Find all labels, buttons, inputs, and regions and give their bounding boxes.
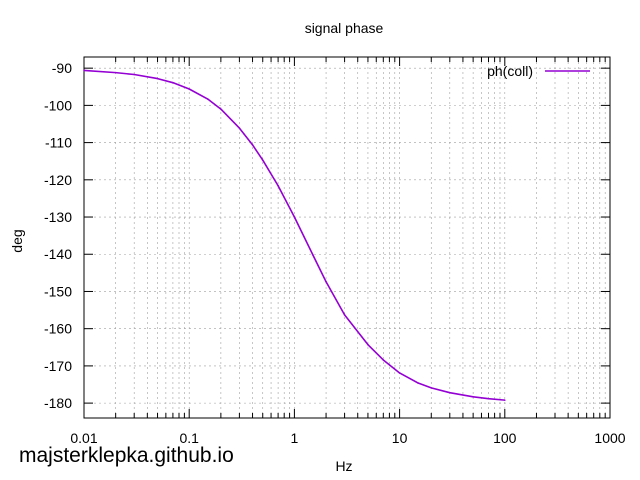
data-point bbox=[133, 73, 135, 76]
data-point bbox=[430, 387, 433, 389]
data-point bbox=[156, 77, 159, 80]
y-tick-label: -160 bbox=[44, 321, 72, 337]
y-tick-label: -90 bbox=[52, 60, 72, 76]
y-tick-label: -170 bbox=[44, 358, 72, 374]
tick-marks bbox=[84, 57, 610, 418]
series-line bbox=[83, 69, 505, 401]
legend: ph(coll) bbox=[487, 63, 590, 79]
y-tick-labels: -90 -100 -110 -120 -130 -140 -150 -160 -170 -180 bbox=[44, 60, 72, 411]
y-tick-label: -130 bbox=[44, 209, 72, 225]
x-tick-label: 10 bbox=[392, 430, 408, 446]
data-point bbox=[312, 254, 314, 256]
data-point bbox=[504, 399, 506, 401]
data-point bbox=[277, 184, 279, 187]
data-point bbox=[382, 359, 385, 361]
y-tick-label: -110 bbox=[45, 135, 72, 151]
plot-border bbox=[83, 56, 611, 419]
data-point bbox=[367, 343, 369, 346]
watermark-text: majsterklepka.github.io bbox=[19, 444, 234, 467]
x-tick-label: 0.01 bbox=[70, 430, 97, 446]
x-tick-label: 1 bbox=[291, 430, 299, 446]
data-point bbox=[206, 98, 209, 100]
data-point bbox=[83, 69, 85, 72]
x-axis-label: Hz bbox=[335, 458, 352, 474]
data-point bbox=[238, 127, 241, 129]
grid bbox=[84, 57, 610, 418]
x-tick-label: 100 bbox=[493, 430, 517, 446]
data-point bbox=[398, 372, 401, 374]
y-tick-label: -140 bbox=[44, 246, 72, 262]
data-point bbox=[343, 314, 346, 316]
data-point bbox=[261, 159, 264, 161]
data-point bbox=[472, 395, 474, 398]
data-point bbox=[172, 81, 174, 84]
chart-title: signal phase bbox=[305, 20, 384, 36]
plot-frame bbox=[83, 56, 611, 419]
data-point bbox=[325, 280, 327, 283]
y-tick-label: -100 bbox=[44, 97, 72, 113]
y-tick-label: -150 bbox=[44, 283, 72, 299]
y-tick-label: -180 bbox=[44, 395, 72, 411]
data-point bbox=[188, 88, 190, 90]
y-tick-label: -120 bbox=[44, 172, 72, 188]
x-tick-labels: 0.01 0.1 1 10 100 1000 bbox=[70, 430, 625, 446]
x-tick-label: 0.1 bbox=[179, 430, 199, 446]
data-point bbox=[251, 144, 254, 146]
y-axis-label: deg bbox=[9, 229, 25, 252]
data-point bbox=[417, 382, 419, 384]
legend-label: ph(coll) bbox=[487, 63, 533, 79]
data-point bbox=[448, 391, 451, 394]
series-group bbox=[83, 69, 506, 401]
data-point bbox=[293, 216, 296, 218]
data-point bbox=[114, 71, 117, 74]
data-point bbox=[220, 108, 222, 110]
x-tick-label: 1000 bbox=[594, 430, 625, 446]
data-point bbox=[487, 397, 490, 400]
